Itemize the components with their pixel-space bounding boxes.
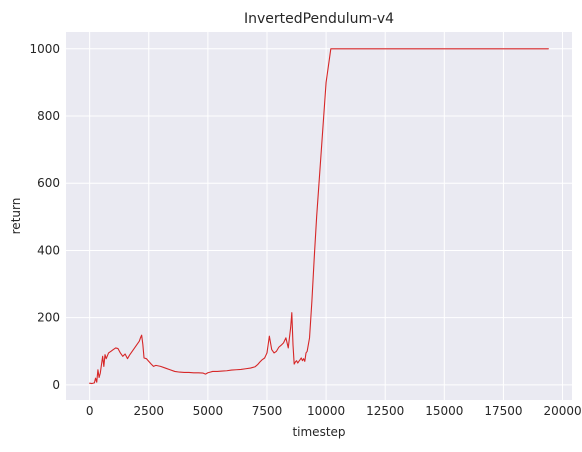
x-tick-label: 12500 bbox=[366, 404, 404, 418]
y-tick-labels: 0 200 400 600 800 1000 bbox=[29, 42, 60, 392]
y-tick-label: 600 bbox=[37, 176, 60, 190]
y-tick-label: 200 bbox=[37, 311, 60, 325]
y-tick-label: 0 bbox=[52, 378, 60, 392]
chart-title: InvertedPendulum-v4 bbox=[244, 11, 394, 27]
x-axis-label: timestep bbox=[292, 425, 345, 439]
y-tick-label: 1000 bbox=[29, 42, 60, 56]
x-tick-label: 5000 bbox=[193, 404, 224, 418]
x-tick-label: 2500 bbox=[133, 404, 164, 418]
y-tick-label: 400 bbox=[37, 243, 60, 257]
y-tick-label: 800 bbox=[37, 109, 60, 123]
series-layer bbox=[89, 48, 549, 385]
x-tick-label: 0 bbox=[86, 404, 94, 418]
series-line-0 bbox=[89, 48, 549, 385]
x-tick-label: 15000 bbox=[425, 404, 463, 418]
y-axis-label: return bbox=[9, 198, 23, 235]
x-tick-label: 20000 bbox=[543, 404, 581, 418]
x-tick-label: 10000 bbox=[307, 404, 345, 418]
plot-area bbox=[66, 32, 572, 400]
x-tick-label: 17500 bbox=[484, 404, 522, 418]
x-tick-label: 7500 bbox=[252, 404, 283, 418]
x-tick-labels: 0 2500 5000 7500 10000 12500 15000 17500 20000 bbox=[86, 404, 582, 418]
